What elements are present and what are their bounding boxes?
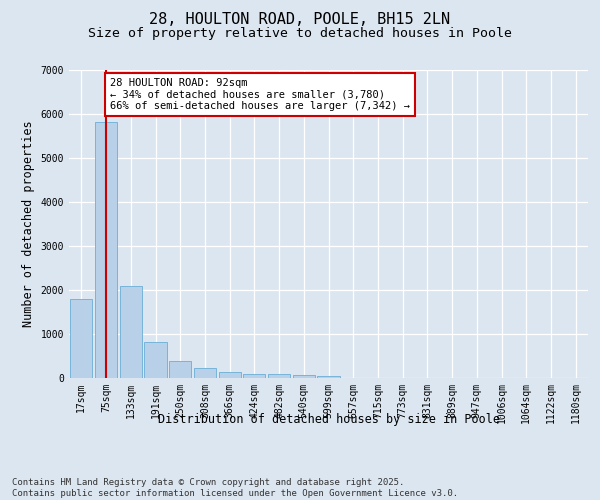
Bar (317, 376, 340, 378)
Text: Distribution of detached houses by size in Poole: Distribution of detached houses by size … (158, 412, 500, 426)
Bar (194, 368, 216, 378)
Bar (293, 375, 315, 378)
Bar (218, 372, 241, 378)
Text: Size of property relative to detached houses in Poole: Size of property relative to detached ho… (88, 28, 512, 40)
Bar (169, 361, 191, 378)
Bar (268, 374, 290, 378)
Text: 28 HOULTON ROAD: 92sqm
← 34% of detached houses are smaller (3,780)
66% of semi-: 28 HOULTON ROAD: 92sqm ← 34% of detached… (110, 78, 410, 111)
Bar (243, 374, 265, 378)
Y-axis label: Number of detached properties: Number of detached properties (22, 120, 35, 327)
Bar (95, 122, 117, 378)
Bar (119, 286, 142, 378)
Text: 28, HOULTON ROAD, POOLE, BH15 2LN: 28, HOULTON ROAD, POOLE, BH15 2LN (149, 12, 451, 28)
Text: Contains HM Land Registry data © Crown copyright and database right 2025.
Contai: Contains HM Land Registry data © Crown c… (12, 478, 458, 498)
Bar (70, 300, 92, 378)
Bar (145, 342, 167, 378)
